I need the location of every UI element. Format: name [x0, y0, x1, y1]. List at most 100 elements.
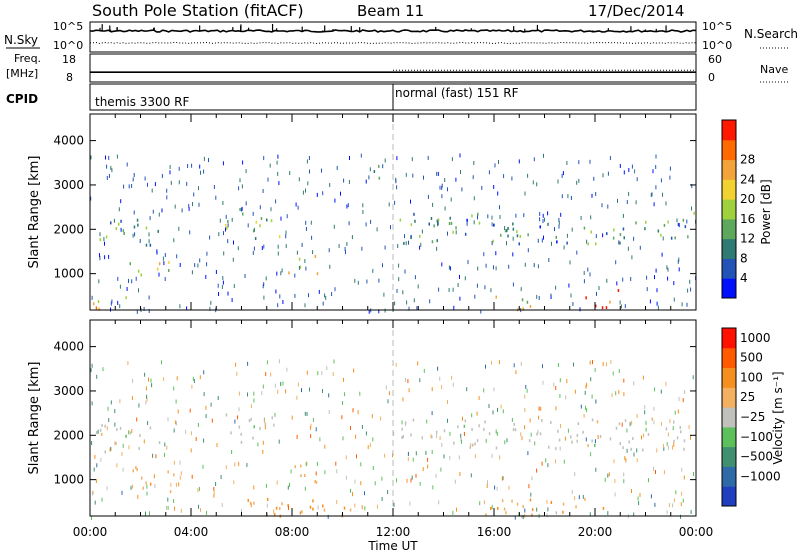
echo-cell: [528, 484, 530, 489]
echo-cell: [473, 196, 475, 201]
echo-cell: [460, 438, 462, 442]
echo-cell: [544, 217, 545, 222]
echo-cell: [461, 187, 463, 192]
echo-cell: [566, 161, 568, 165]
echo-cell: [464, 419, 467, 423]
echo-cell: [271, 416, 273, 420]
echo-cell: [678, 223, 680, 228]
echo-cell: [257, 442, 259, 447]
echo-cell: [572, 302, 574, 306]
echo-cell: [447, 231, 448, 236]
echo-cell: [585, 437, 587, 442]
echo-cell: [317, 505, 319, 510]
echo-cell: [376, 227, 378, 232]
echo-cell: [533, 263, 535, 268]
echo-cell: [191, 474, 193, 479]
echo-cell: [589, 512, 591, 517]
echo-cell: [261, 246, 263, 250]
echo-cell: [678, 396, 680, 401]
echo-cell: [342, 401, 343, 405]
echo-cell: [481, 185, 483, 190]
echo-cell: [459, 472, 461, 476]
echo-cell: [463, 432, 465, 436]
x-tick-label: 00:00: [679, 525, 714, 539]
echo-cell: [612, 371, 614, 376]
echo-cell: [497, 407, 498, 412]
echo-cell: [594, 439, 596, 444]
echo-cell: [563, 245, 565, 250]
echo-cell: [524, 508, 526, 513]
echo-cell: [449, 431, 451, 436]
echo-cell: [335, 461, 337, 466]
echo-cell: [692, 375, 694, 380]
echo-cell: [174, 506, 176, 511]
echo-cell: [179, 460, 181, 465]
echo-cell: [410, 433, 412, 437]
echo-cell: [683, 447, 685, 451]
echo-cell: [522, 505, 524, 508]
echo-cell: [628, 191, 630, 196]
echo-cell: [479, 501, 481, 506]
echo-cell: [591, 418, 594, 422]
echo-cell: [566, 233, 568, 238]
echo-cell: [483, 252, 485, 257]
echo-cell: [388, 391, 390, 396]
echo-cell: [394, 301, 396, 306]
echo-cell: [266, 360, 268, 365]
colorbar-tick-label: 24: [740, 172, 755, 186]
echo-cell: [195, 437, 197, 441]
echo-cell: [305, 226, 307, 231]
echo-cell: [571, 489, 573, 494]
echo-cell: [230, 431, 232, 435]
echo-cell: [317, 371, 319, 376]
echo-cell: [277, 154, 279, 159]
echo-cell: [239, 208, 241, 211]
echo-cell: [174, 204, 176, 209]
power-ylabel: Slant Range [km]: [27, 156, 42, 269]
colorbar-segment: [722, 407, 736, 428]
echo-cell: [604, 477, 606, 482]
y-tick-label: 1000: [53, 267, 84, 281]
echo-cell: [448, 222, 451, 225]
echo-cell: [558, 220, 560, 225]
echo-cell: [164, 277, 166, 281]
echo-cell: [648, 478, 649, 483]
echo-cell: [512, 227, 515, 231]
echo-cell: [657, 305, 659, 310]
echo-cell: [252, 229, 255, 233]
echo-cell: [654, 387, 656, 392]
echo-cell: [651, 417, 653, 421]
echo-cell: [175, 399, 177, 404]
echo-cell: [327, 514, 329, 519]
echo-cell: [280, 382, 282, 386]
colorbar-segment: [722, 159, 736, 180]
echo-cell: [169, 170, 171, 175]
echo-cell: [607, 473, 609, 478]
echo-cell: [253, 485, 255, 490]
echo-cell: [210, 402, 212, 407]
y-tick-label: 3000: [53, 178, 84, 192]
colorbar-tick-label: 500: [740, 351, 763, 365]
echo-cell: [507, 234, 509, 238]
noise-panel-frame: [89, 21, 697, 53]
echo-cell: [516, 230, 518, 234]
echo-cell: [518, 242, 520, 246]
echo-cell: [275, 506, 278, 510]
freq-label: Freq.: [14, 52, 41, 65]
echo-cell: [473, 220, 475, 225]
echo-cell: [421, 436, 423, 440]
echo-cell: [281, 502, 283, 506]
echo-cell: [557, 429, 559, 433]
echo-cell: [357, 410, 359, 415]
echo-cell: [384, 245, 386, 250]
echo-cell: [342, 436, 344, 441]
echo-cell: [539, 225, 541, 229]
echo-cell: [654, 275, 655, 280]
echo-cell: [285, 244, 287, 249]
echo-cell: [244, 274, 246, 278]
echo-cell: [346, 242, 348, 246]
echo-cell: [90, 196, 92, 201]
colorbar-tick-label: 4: [740, 271, 748, 285]
noise-axis-bottom-left: 10^0: [53, 39, 83, 52]
echo-cell: [318, 289, 320, 294]
